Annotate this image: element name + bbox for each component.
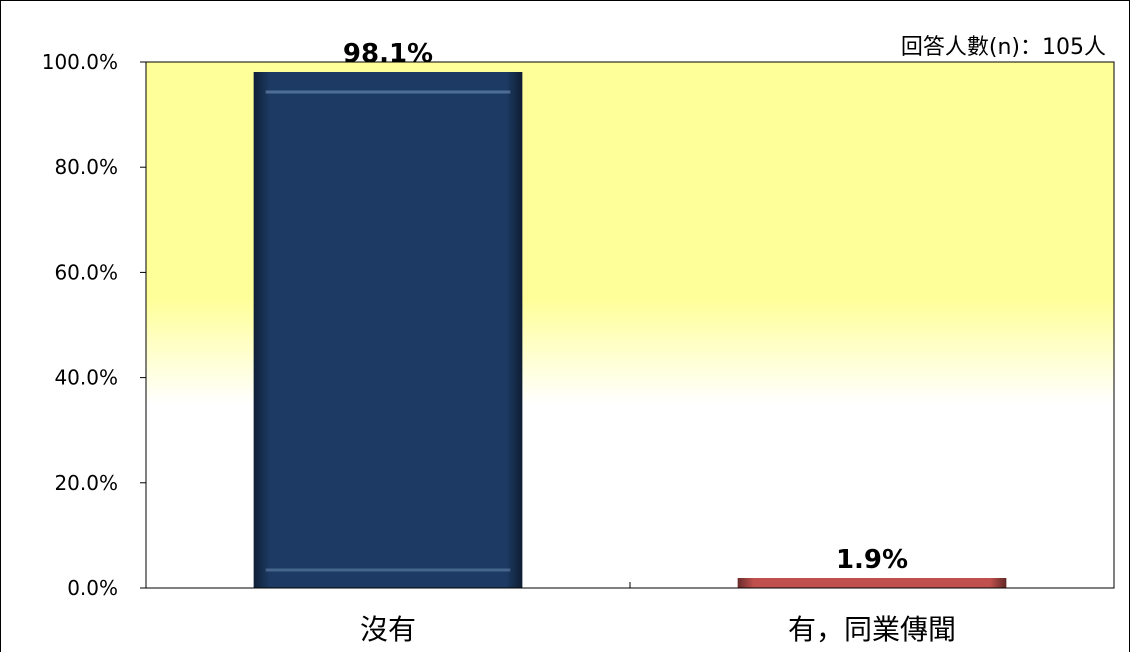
y-tick-label: 60.0% (54, 260, 118, 284)
bar-group (253, 71, 523, 588)
category-label: 沒有 (360, 613, 416, 646)
data-label: 98.1% (343, 39, 433, 69)
bar-shade (253, 71, 523, 588)
bar-group (737, 578, 1007, 588)
y-tick-label: 40.0% (54, 366, 118, 390)
y-tick-label: 20.0% (54, 471, 118, 495)
y-tick-label: 0.0% (67, 576, 118, 600)
category-label: 有，同業傳聞 (788, 613, 956, 646)
data-label: 1.9% (836, 545, 908, 575)
y-tick-label: 100.0% (42, 50, 118, 74)
respondent-count-note: 回答人數(n)：105人 (901, 35, 1106, 60)
y-tick-label: 80.0% (54, 155, 118, 179)
bar-shade (737, 578, 1007, 588)
